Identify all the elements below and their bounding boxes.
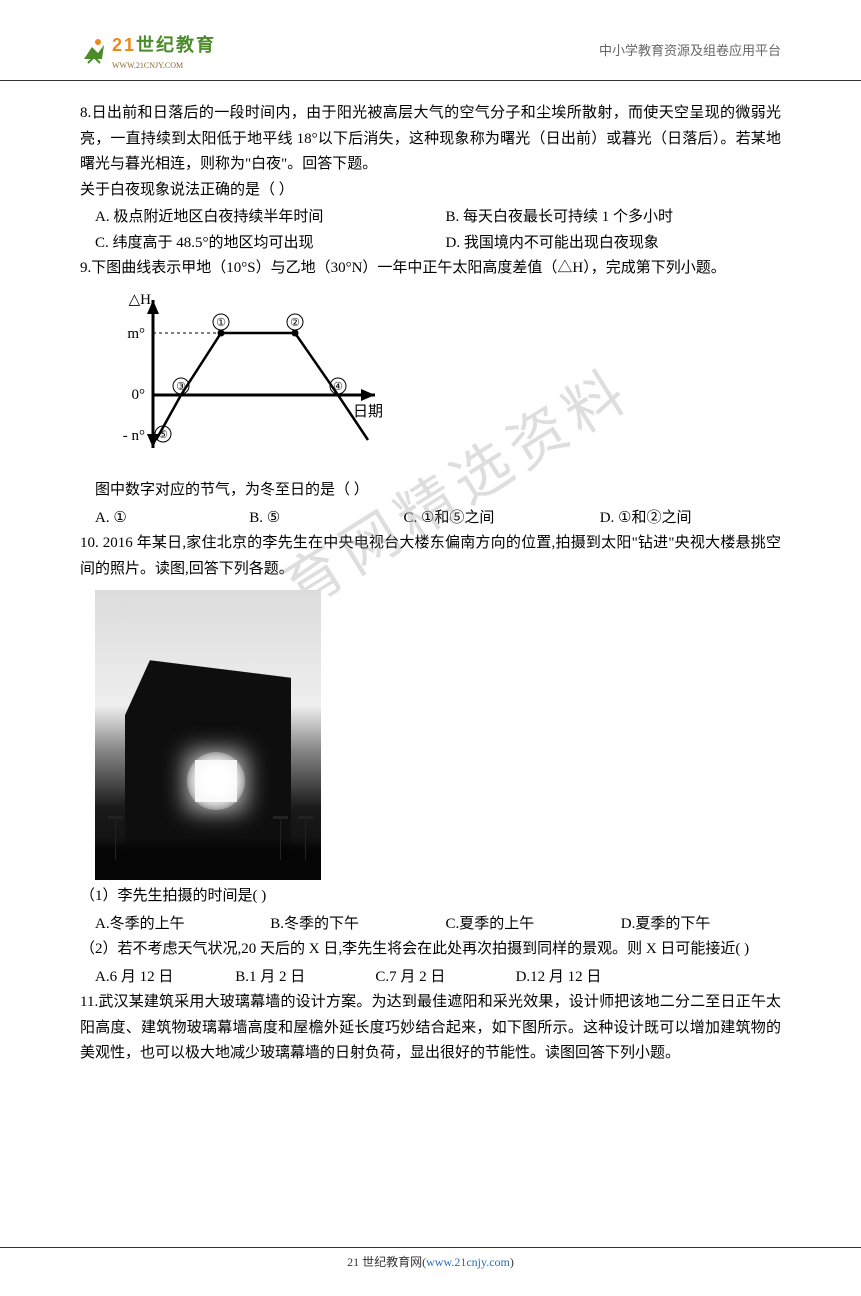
q8-option-a[interactable]: A. 极点附近地区白夜持续半年时间	[80, 205, 431, 231]
logo-text: 21世纪教育 WWW.21CNJY.COM	[112, 30, 216, 72]
q8-option-d[interactable]: D. 我国境内不可能出现白夜现象	[431, 231, 782, 257]
q11-text: 11.武汉某建筑采用大玻璃幕墙的设计方案。为达到最佳遮阳和采光效果，设计师把该地…	[80, 990, 781, 1067]
chart-y-axis-label: △H	[129, 292, 152, 308]
chart-ytick-0: 0°	[132, 387, 146, 403]
chart-ytick-m: m°	[127, 326, 145, 342]
chart-ytick-n: - n°	[123, 428, 145, 444]
q9-options: A. ① B. ⑤ C. ①和⑤之间 D. ①和②之间	[80, 506, 781, 532]
q8-options: A. 极点附近地区白夜持续半年时间 B. 每天白夜最长可持续 1 个多小时 C.…	[80, 205, 781, 256]
q9-prompt: 图中数字对应的节气，为冬至日的是（ ）	[80, 478, 781, 504]
q10-sub2-options: A.6 月 12 日 B.1 月 2 日 C.7 月 2 日 D.12 月 12…	[80, 965, 781, 991]
chart-node-5: ⑤	[158, 429, 168, 441]
q10-1-option-b[interactable]: B.冬季的下午	[255, 912, 430, 938]
chart-node-3: ③	[176, 381, 186, 393]
q10-1-option-d[interactable]: D.夏季的下午	[606, 912, 781, 938]
page-content: 8.日出前和日落后的一段时间内，由于阳光被高层大气的空气分子和尘埃所散射，而使天…	[0, 81, 861, 1087]
streetlamp-icon	[280, 820, 281, 860]
q10-text: 10. 2016 年某日,家住北京的李先生在中央电视台大楼东偏南方向的位置,拍摄…	[80, 531, 781, 582]
streetlamp-icon	[115, 820, 116, 860]
q10-2-option-c[interactable]: C.7 月 2 日	[360, 965, 500, 991]
q10-2-option-b[interactable]: B.1 月 2 日	[220, 965, 360, 991]
q8-option-c[interactable]: C. 纬度高于 48.5°的地区均可出现	[80, 231, 431, 257]
q10-1-option-c[interactable]: C.夏季的上午	[431, 912, 606, 938]
q10-sub2-prompt: （2）若不考虑天气状况,20 天后的 X 日,李先生将会在此处再次拍摄到同样的景…	[80, 937, 781, 963]
logo-prefix: 21	[112, 35, 136, 55]
streetlamp-icon	[305, 820, 306, 860]
q9-option-c[interactable]: C. ①和⑤之间	[388, 506, 584, 532]
q10-2-option-a[interactable]: A.6 月 12 日	[80, 965, 220, 991]
q9-chart: △H m° 0° - n° 日期 ① ② ③ ④ ⑤	[95, 290, 781, 475]
logo-sub-text: WWW.21CNJY.COM	[112, 59, 216, 73]
q8-prompt: 关于白夜现象说法正确的是（ ）	[80, 178, 781, 204]
header-platform-label: 中小学教育资源及组卷应用平台	[599, 40, 781, 62]
chart-node-4: ④	[333, 381, 343, 393]
q9-text: 9.下图曲线表示甲地（10°S）与乙地（30°N）一年中正午太阳高度差值（△H）…	[80, 256, 781, 282]
chart-x-axis-label: 日期	[353, 403, 383, 420]
page-header: 21世纪教育 WWW.21CNJY.COM 中小学教育资源及组卷应用平台	[0, 0, 861, 81]
logo-person-icon	[80, 37, 108, 65]
q10-sub1-prompt: （1）李先生拍摄的时间是( )	[80, 884, 781, 910]
q9-option-d[interactable]: D. ①和②之间	[585, 506, 781, 532]
photo-foreground	[95, 838, 321, 880]
logo: 21世纪教育 WWW.21CNJY.COM	[80, 30, 216, 72]
logo-main-text: 世纪教育	[136, 35, 216, 55]
footer-prefix: 21 世纪教育网(	[347, 1255, 426, 1269]
q10-2-option-d[interactable]: D.12 月 12 日	[501, 965, 676, 991]
q10-sub1-options: A.冬季的上午 B.冬季的下午 C.夏季的上午 D.夏季的下午	[80, 912, 781, 938]
q9-option-a[interactable]: A. ①	[80, 506, 234, 532]
q9-option-b[interactable]: B. ⑤	[234, 506, 388, 532]
chart-node-2: ②	[290, 317, 300, 329]
q10-1-option-a[interactable]: A.冬季的上午	[80, 912, 255, 938]
chart-node-1: ①	[216, 317, 226, 329]
page-footer: 21 世纪教育网(www.21cnjy.com)	[0, 1247, 861, 1272]
q8-text: 8.日出前和日落后的一段时间内，由于阳光被高层大气的空气分子和尘埃所散射，而使天…	[80, 101, 781, 178]
footer-suffix: )	[510, 1255, 514, 1269]
q10-photo	[95, 590, 321, 880]
footer-link[interactable]: www.21cnjy.com	[426, 1255, 510, 1269]
sun-glow-icon	[187, 752, 245, 810]
q8-option-b[interactable]: B. 每天白夜最长可持续 1 个多小时	[431, 205, 782, 231]
